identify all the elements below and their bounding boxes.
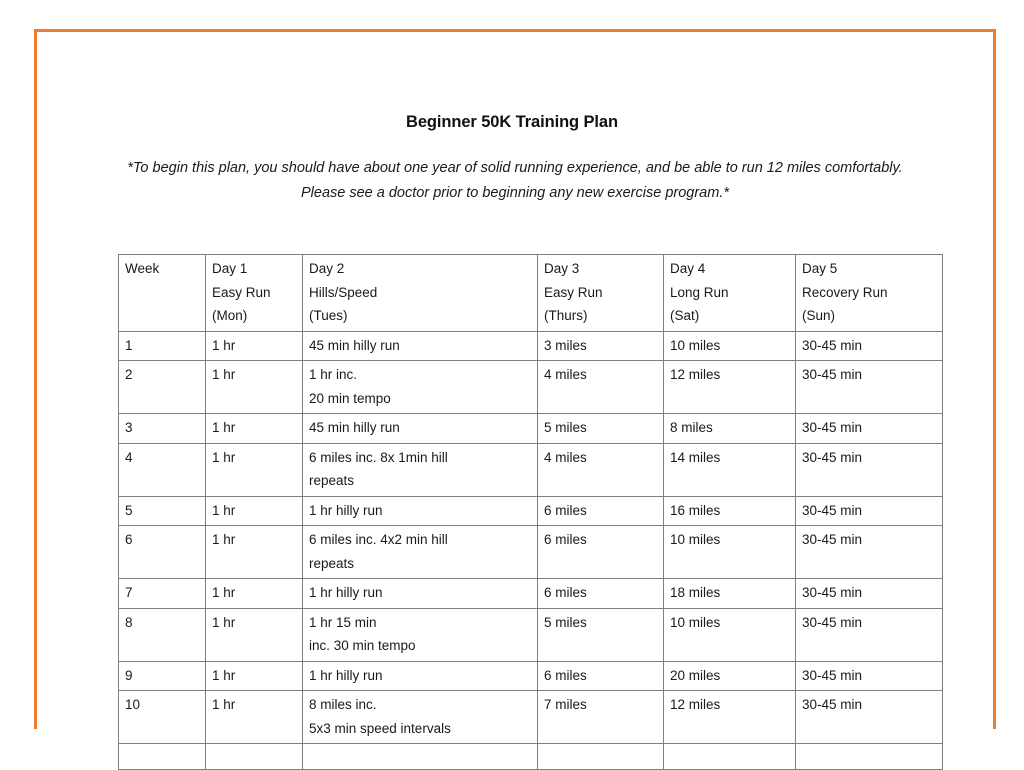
- table-cell-day1: 1 hr: [205, 360, 303, 414]
- table-cell-day1: 1 hr: [205, 495, 303, 526]
- table-cell-day3: 7 miles: [537, 690, 664, 744]
- table-cell-day5: 30-45 min: [795, 413, 943, 444]
- table-cell-day1: 1 hr: [205, 413, 303, 444]
- table-cell-day1: [205, 743, 303, 770]
- column-header-day-1: Day 1 Easy Run (Mon): [205, 254, 303, 332]
- table-cell-week: 5: [118, 495, 206, 526]
- table-row: 10 1 hr 8 miles inc. 5x3 min speed interva…: [118, 690, 943, 744]
- table-cell-day3: 5 miles: [537, 607, 664, 662]
- table-cell-day2: [302, 743, 538, 770]
- table-cell-day2: 8 miles inc. 5x3 min speed intervals: [302, 690, 538, 744]
- table-cell-day1: 1 hr: [205, 578, 303, 609]
- table-cell-day5: 30-45 min: [795, 690, 943, 744]
- column-header-day-5: Day 5 Recovery Run (Sun): [795, 254, 943, 332]
- table-cell-day1: 1 hr: [205, 660, 303, 691]
- table-cell-day5: 30-45 min: [795, 660, 943, 691]
- table-cell-day4: 12 miles: [663, 360, 796, 414]
- table-cell-day5: [795, 743, 943, 770]
- table-cell-day4: 8 miles: [663, 413, 796, 444]
- table-header-row: Week Day 1 Easy Run (Mon) Day 2 Hills/Sp…: [118, 254, 943, 332]
- table-cell-day5: 30-45 min: [795, 607, 943, 662]
- document-content: Beginner 50K Training Plan *To begin thi…: [118, 113, 943, 770]
- table-cell-day2: 1 hr hilly run: [302, 578, 538, 609]
- column-header-day-3: Day 3 Easy Run (Thurs): [537, 254, 664, 332]
- table-cell-day4: 18 miles: [663, 578, 796, 609]
- table-cell-day4: 12 miles: [663, 690, 796, 744]
- table-cell-week: 1: [118, 330, 206, 361]
- table-cell-day2: 1 hr hilly run: [302, 660, 538, 691]
- table-cell-day1: 1 hr: [205, 442, 303, 497]
- column-header-day-2: Day 2 Hills/Speed (Tues): [302, 254, 538, 332]
- table-cell-day5: 30-45 min: [795, 330, 943, 361]
- table-cell-day4: 16 miles: [663, 495, 796, 526]
- table-cell-day2: 1 hr 15 min inc. 30 min tempo: [302, 607, 538, 662]
- table-cell-day2: 1 hr hilly run: [302, 495, 538, 526]
- training-plan-table: Week Day 1 Easy Run (Mon) Day 2 Hills/Sp…: [118, 254, 943, 770]
- table-cell-day2: 6 miles inc. 4x2 min hill repeats: [302, 525, 538, 579]
- table-cell-week: 7: [118, 578, 206, 609]
- table-cell-week: 10: [118, 690, 206, 744]
- page-title: Beginner 50K Training Plan: [406, 113, 618, 131]
- table-cell-day1: 1 hr: [205, 607, 303, 662]
- table-cell-day1: 1 hr: [205, 330, 303, 361]
- column-header-day-4: Day 4 Long Run (Sat): [663, 254, 796, 332]
- table-cell-day4: 20 miles: [663, 660, 796, 691]
- table-cell-day5: 30-45 min: [795, 442, 943, 497]
- table-cell-day3: 4 miles: [537, 442, 664, 497]
- table-cell-day3: [537, 743, 664, 770]
- table-cell-week: 8: [118, 607, 206, 662]
- table-cell-day1: 1 hr: [205, 525, 303, 579]
- table-cell-week: 4: [118, 442, 206, 497]
- table-cell-week: 9: [118, 660, 206, 691]
- table-cell-day4: 10 miles: [663, 525, 796, 579]
- table-cell-week: 2: [118, 360, 206, 414]
- table-cell-day3: 6 miles: [537, 525, 664, 579]
- table-cell-day3: 5 miles: [537, 413, 664, 444]
- table-cell-week: 6: [118, 525, 206, 579]
- table-cell-day5: 30-45 min: [795, 525, 943, 579]
- table-cell-day2: 45 min hilly run: [302, 413, 538, 444]
- table-cell-day3: 6 miles: [537, 578, 664, 609]
- table-cell-day3: 3 miles: [537, 330, 664, 361]
- table-cell-day5: 30-45 min: [795, 495, 943, 526]
- table-cell-day4: 14 miles: [663, 442, 796, 497]
- table-cell-day4: 10 miles: [663, 607, 796, 662]
- table-cell-day2: 6 miles inc. 8x 1min hill repeats: [302, 442, 538, 497]
- table-cell-day5: 30-45 min: [795, 578, 943, 609]
- document-disclaimer: *To begin this plan, you should have abo…: [127, 160, 903, 201]
- table-cell-day3: 4 miles: [537, 360, 664, 414]
- table-row: [118, 743, 943, 770]
- column-header-week: Week: [118, 254, 206, 332]
- table-cell-day4: [663, 743, 796, 770]
- table-cell-week: 3: [118, 413, 206, 444]
- table-cell-day3: 6 miles: [537, 495, 664, 526]
- table-cell-day2: 45 min hilly run: [302, 330, 538, 361]
- table-cell-day5: 30-45 min: [795, 360, 943, 414]
- table-cell-day1: 1 hr: [205, 690, 303, 744]
- table-cell-day4: 10 miles: [663, 330, 796, 361]
- table-cell-day3: 6 miles: [537, 660, 664, 691]
- table-cell-week: [118, 743, 206, 770]
- table-cell-day2: 1 hr inc. 20 min tempo: [302, 360, 538, 414]
